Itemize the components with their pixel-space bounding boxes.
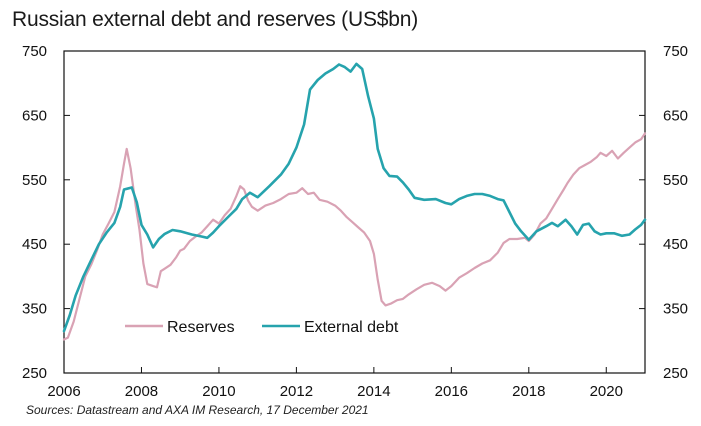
y-tick-label-right: 750 bbox=[663, 43, 688, 60]
y-tick-label-left: 350 bbox=[22, 301, 47, 318]
series-line-external-debt bbox=[62, 62, 647, 333]
x-axis: 2006 2008 2010 2012 2014 2016 2018 2020 bbox=[47, 367, 623, 400]
y-tick-label-right: 650 bbox=[663, 107, 688, 124]
chart-title: Russian external debt and reserves (US$b… bbox=[12, 8, 418, 31]
series-lines bbox=[62, 62, 647, 341]
y-tick-label-left: 550 bbox=[22, 172, 47, 189]
y-tick-label-left: 450 bbox=[22, 236, 47, 253]
x-tick-label: 2020 bbox=[590, 383, 623, 400]
x-tick-label: 2008 bbox=[125, 383, 158, 400]
legend: Reserves External debt bbox=[125, 319, 399, 336]
series-line-reserves bbox=[62, 132, 647, 341]
legend-label: External debt bbox=[304, 319, 399, 336]
y-tick-label-right: 350 bbox=[663, 301, 688, 318]
x-tick-label: 2016 bbox=[435, 383, 468, 400]
x-tick-label: 2010 bbox=[202, 383, 235, 400]
x-tick-label: 2014 bbox=[357, 383, 390, 400]
y-axis-right: 750 650 550 450 350 250 bbox=[639, 43, 688, 382]
source-note: Sources: Datastream and AXA IM Research,… bbox=[26, 403, 369, 417]
y-tick-label-right: 450 bbox=[663, 236, 688, 253]
y-tick-label-left: 750 bbox=[22, 43, 47, 60]
plot-border bbox=[63, 50, 646, 374]
y-tick-label-right: 550 bbox=[663, 172, 688, 189]
legend-label: Reserves bbox=[167, 319, 235, 336]
x-tick-label: 2018 bbox=[512, 383, 545, 400]
x-tick-label: 2006 bbox=[47, 383, 80, 400]
plot-frame bbox=[63, 50, 646, 374]
y-tick-label-right: 250 bbox=[663, 365, 688, 382]
x-tick-label: 2012 bbox=[280, 383, 313, 400]
y-tick-label-left: 650 bbox=[22, 107, 47, 124]
y-tick-label-left: 250 bbox=[22, 365, 47, 382]
y-axis-left: 750 650 550 450 350 250 bbox=[22, 43, 70, 382]
